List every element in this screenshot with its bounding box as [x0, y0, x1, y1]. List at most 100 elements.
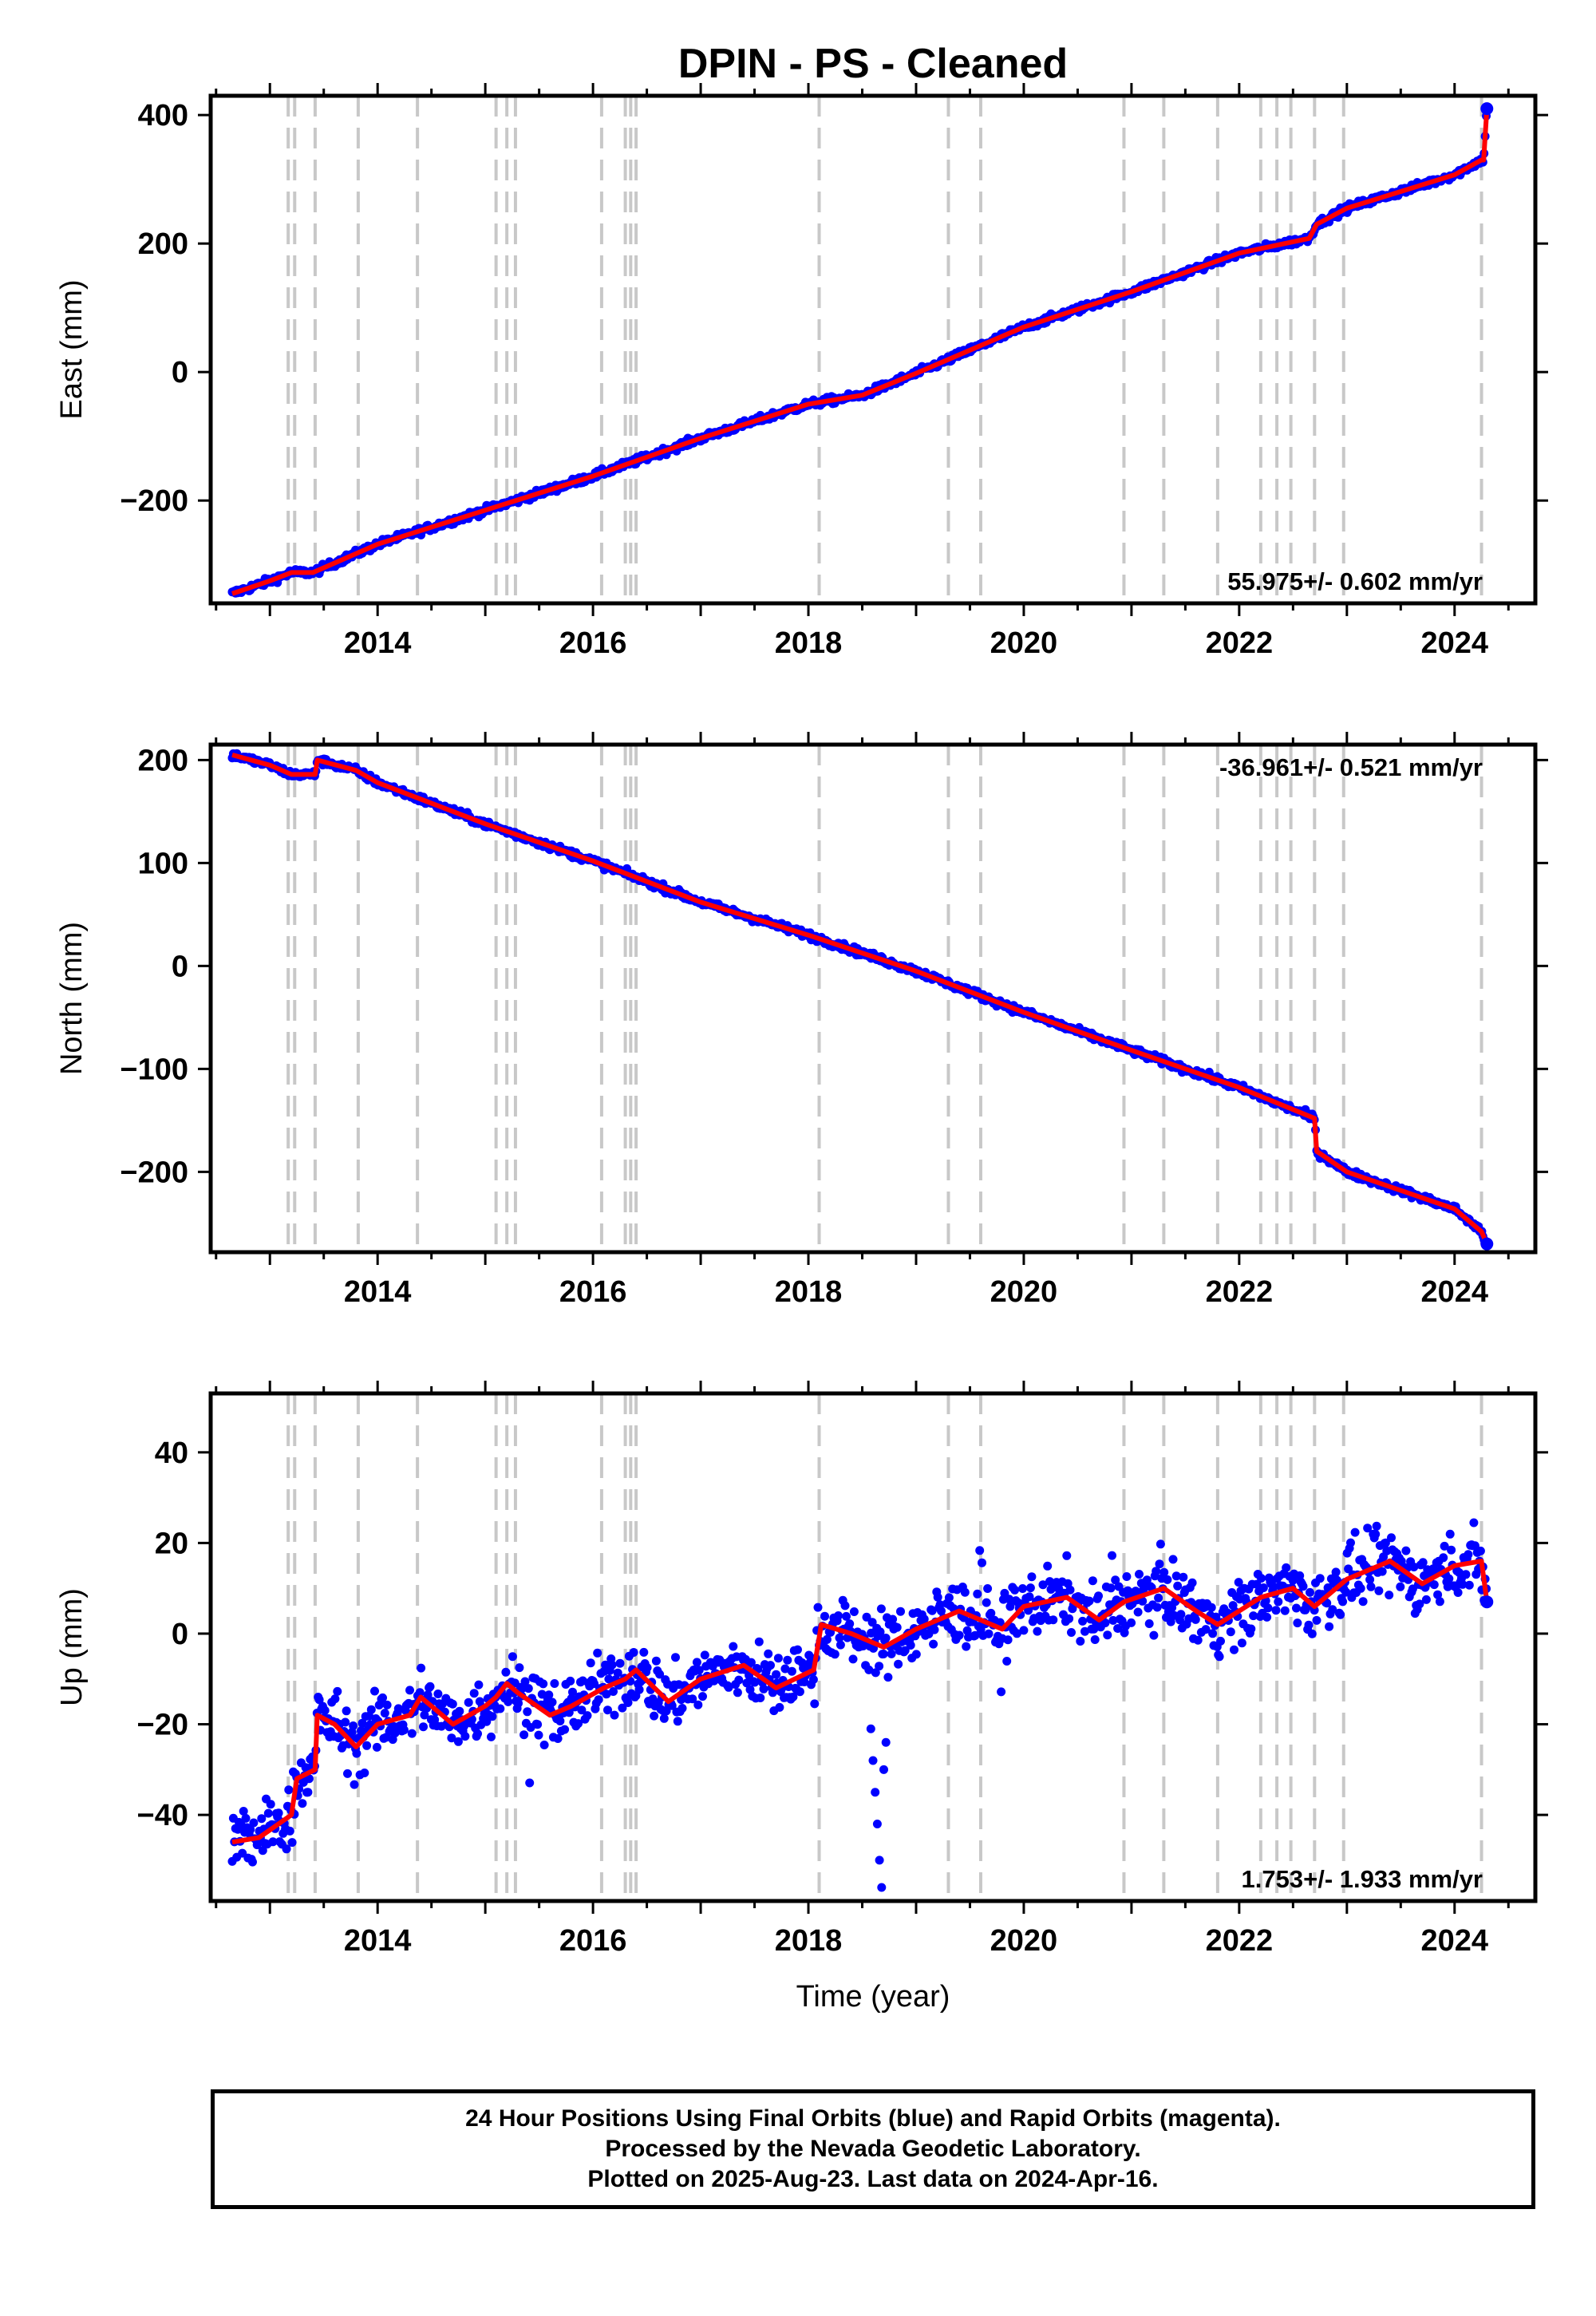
up-point: [1409, 1563, 1419, 1571]
east-y-tick-label: 0: [172, 356, 188, 389]
up-point: [1341, 1587, 1351, 1597]
up-point: [330, 1694, 340, 1704]
up-x-tick-label: 2014: [344, 1924, 412, 1958]
up-point: [539, 1679, 548, 1689]
up-point: [560, 1725, 570, 1734]
up-point: [1439, 1553, 1448, 1563]
up-point: [768, 1688, 777, 1697]
up-point: [1019, 1626, 1029, 1635]
up-point: [937, 1607, 946, 1616]
up-point: [746, 1658, 756, 1667]
up-point: [835, 1633, 844, 1642]
up-point: [881, 1634, 891, 1642]
up-point: [795, 1687, 804, 1697]
up-point: [246, 1825, 255, 1834]
up-point: [1274, 1597, 1283, 1607]
up-point: [1193, 1635, 1203, 1645]
up-point: [1263, 1603, 1273, 1613]
up-point: [1433, 1590, 1443, 1599]
up-point: [613, 1668, 622, 1678]
up-point: [911, 1650, 921, 1659]
up-point: [1033, 1626, 1042, 1636]
up-point: [1111, 1575, 1120, 1585]
up-point: [514, 1698, 523, 1708]
up-point: [813, 1603, 823, 1612]
up-point: [830, 1650, 839, 1659]
up-point: [623, 1698, 633, 1707]
up-point: [629, 1648, 638, 1657]
up-point: [793, 1645, 802, 1654]
up-point: [693, 1700, 703, 1709]
up-point: [1458, 1579, 1468, 1589]
up-point: [1258, 1583, 1268, 1592]
up-point: [1336, 1610, 1345, 1619]
up-point: [282, 1844, 291, 1854]
north-plot-frame: [208, 742, 1538, 1255]
north-y-axis-label: North (mm): [55, 922, 89, 1075]
up-point: [1415, 1599, 1424, 1609]
up-point: [303, 1788, 313, 1797]
up-point: [1179, 1572, 1188, 1582]
up-point: [618, 1703, 627, 1713]
footer-caption-box: 24 Hour Positions Using Final Orbits (bl…: [211, 2089, 1535, 2209]
up-point: [568, 1687, 577, 1697]
up-point: [1122, 1572, 1132, 1581]
up-point: [515, 1663, 524, 1673]
up-point: [417, 1663, 426, 1673]
up-point: [1113, 1624, 1123, 1633]
up-point: [523, 1684, 533, 1694]
up-point: [808, 1675, 818, 1684]
up-point: [1155, 1559, 1164, 1569]
up-point: [634, 1685, 644, 1694]
up-point: [1168, 1555, 1178, 1564]
up-point: [523, 1707, 532, 1717]
north-series: [227, 749, 1494, 1251]
up-point: [320, 1705, 330, 1715]
up-point: [1216, 1636, 1225, 1646]
up-fit-line: [231, 1559, 1490, 1845]
north-last-point: [1480, 1237, 1494, 1251]
up-point: [756, 1694, 765, 1702]
up-point: [883, 1673, 893, 1682]
up-point: [1230, 1645, 1238, 1654]
up-point: [1012, 1629, 1021, 1638]
east-axis-ticks: 2014 2016 2018 2020 2022 2024 −200 0 200 400: [120, 83, 1548, 660]
up-point: [754, 1637, 764, 1646]
up-point: [919, 1614, 929, 1624]
up-point: [783, 1655, 792, 1665]
up-point: [263, 1808, 273, 1818]
up-point: [1159, 1567, 1169, 1577]
east-x-tick-label: 2014: [344, 626, 412, 660]
up-point: [555, 1717, 565, 1725]
up-point: [1292, 1603, 1301, 1613]
up-point: [239, 1807, 248, 1816]
up-point: [258, 1846, 267, 1856]
north-x-tick-label: 2016: [559, 1275, 627, 1309]
up-point: [1208, 1629, 1218, 1638]
east-x-tick-label: 2016: [559, 626, 627, 660]
up-point: [425, 1682, 435, 1691]
up-point: [650, 1711, 659, 1721]
up-point: [1005, 1595, 1013, 1604]
north-y-tick-label: 100: [138, 847, 188, 880]
up-point: [407, 1729, 417, 1738]
east-x-tick-label: 2024: [1421, 626, 1489, 660]
up-point: [520, 1677, 530, 1686]
up-point: [393, 1704, 403, 1713]
up-point: [734, 1675, 744, 1685]
up-point: [268, 1837, 278, 1847]
up-point: [1152, 1603, 1162, 1612]
up-point: [593, 1648, 602, 1658]
up-point: [900, 1646, 910, 1655]
up-point: [1387, 1533, 1396, 1543]
up-point: [1027, 1572, 1037, 1582]
up-point: [1067, 1628, 1076, 1637]
up-point: [1421, 1595, 1431, 1604]
up-point: [1201, 1625, 1211, 1634]
chart-title: DPIN - PS - Cleaned: [678, 41, 1068, 87]
up-point: [607, 1660, 617, 1670]
up-point: [1173, 1581, 1183, 1591]
up-point: [1080, 1626, 1089, 1636]
up-point: [1106, 1583, 1116, 1593]
up-point: [1365, 1575, 1375, 1584]
